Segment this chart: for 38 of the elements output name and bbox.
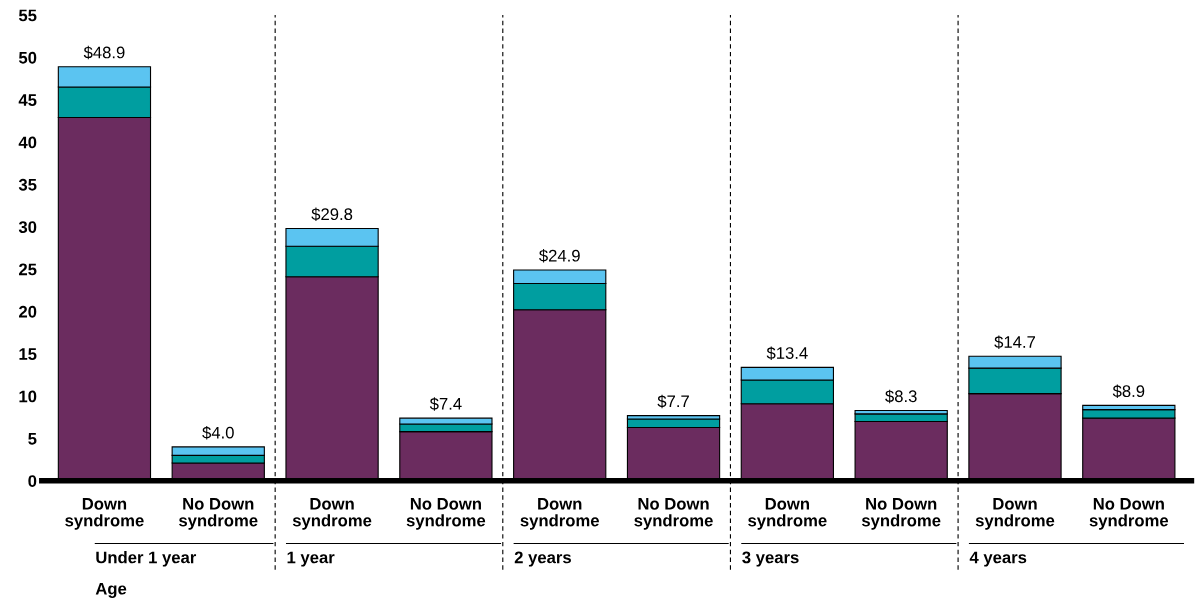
y-tick-label: 10 [19,390,37,403]
y-tick-label: 40 [18,136,37,149]
x-tick-label: Down syndrome [520,498,599,530]
text: Under 1 year [96,551,197,567]
y-tick-label: 55 [18,9,37,22]
y-tick-label: 5 [28,433,37,445]
x-tick-label: Down syndrome [975,498,1055,530]
total-label: $48.9 [83,45,125,60]
total-label: $8.3 [885,389,917,404]
x-tick-label: Down syndrome [292,498,372,530]
y-tick-label: 0 [28,475,37,487]
text: 3 years [742,551,799,567]
y-tick-label: 30 [18,221,37,233]
total-label: $24.9 [539,249,580,263]
y-tick-label: 45 [18,94,37,106]
x-tick-label: No Down syndrome [406,498,486,530]
y-tick-label: 50 [18,51,37,64]
text: 2 years [514,551,571,567]
x-tick-label: No Down syndrome [179,498,258,530]
x-tick-label: No Down syndrome [634,498,713,530]
total-label: $13.4 [766,346,808,360]
total-label: $8.9 [1112,384,1145,399]
total-label: $7.4 [429,397,462,411]
total-label: $14.7 [994,335,1036,349]
total-label: $4.0 [202,426,234,440]
total-label: $7.7 [657,394,689,409]
x-axis-title: Age [95,582,127,598]
x-tick-label: Down syndrome [65,498,144,530]
text: 1 year [287,551,335,567]
y-tick-label: 20 [19,305,37,318]
total-label: $29.8 [311,207,353,222]
text: 4 years [969,551,1027,567]
y-tick-label: 25 [19,263,37,276]
y-tick-label: 15 [19,348,37,360]
y-tick-label: 35 [18,178,37,191]
x-tick-label: No Down syndrome [1089,498,1169,530]
x-tick-label: No Down syndrome [861,498,941,530]
x-tick-label: Down syndrome [748,498,827,530]
